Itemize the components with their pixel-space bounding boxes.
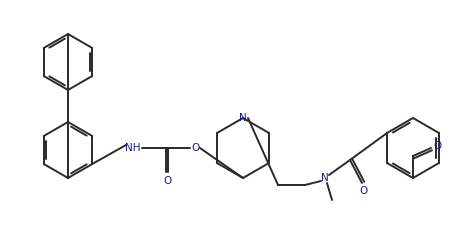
Text: O: O [191, 143, 199, 153]
Text: O: O [360, 186, 368, 196]
Text: O: O [434, 141, 442, 151]
Text: N: N [239, 113, 247, 123]
Text: O: O [164, 176, 172, 186]
Text: NH: NH [125, 143, 141, 153]
Text: N: N [321, 173, 329, 183]
